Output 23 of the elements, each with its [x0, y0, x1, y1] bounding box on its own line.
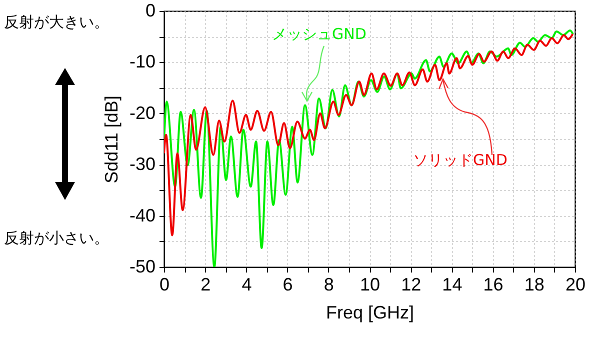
y-tick-label: 0: [145, 0, 156, 20]
x-tick-label: 8: [324, 274, 334, 294]
text: ソリッドGND: [413, 151, 508, 170]
y-axis-title: Sdd11 [dB]: [101, 96, 122, 184]
x-tick-label: 20: [565, 274, 586, 294]
x-axis-title: Freq [GHz]: [326, 302, 414, 322]
x-tick-label: 14: [442, 274, 462, 294]
x-tick-label: 18: [524, 274, 544, 294]
x-tick-label: 10: [360, 274, 380, 294]
x-tick-label: 4: [242, 274, 252, 294]
x-tick-label: 2: [200, 274, 211, 294]
text: メッシュGND: [272, 25, 366, 44]
x-tick-label: 0: [159, 274, 170, 294]
y-tick-label: -50: [129, 256, 156, 276]
x-tick-label: 16: [483, 274, 504, 294]
x-tick-label: 12: [401, 274, 422, 294]
y-tick-label: -40: [129, 205, 156, 226]
x-tick-label: 6: [282, 274, 293, 294]
text: 反射が大きい。: [4, 13, 109, 32]
y-tick-label: -30: [129, 154, 156, 174]
text: 反射が小さい。: [4, 229, 109, 248]
y-tick-label: -20: [129, 102, 156, 123]
y-tick-label: -10: [129, 52, 156, 72]
